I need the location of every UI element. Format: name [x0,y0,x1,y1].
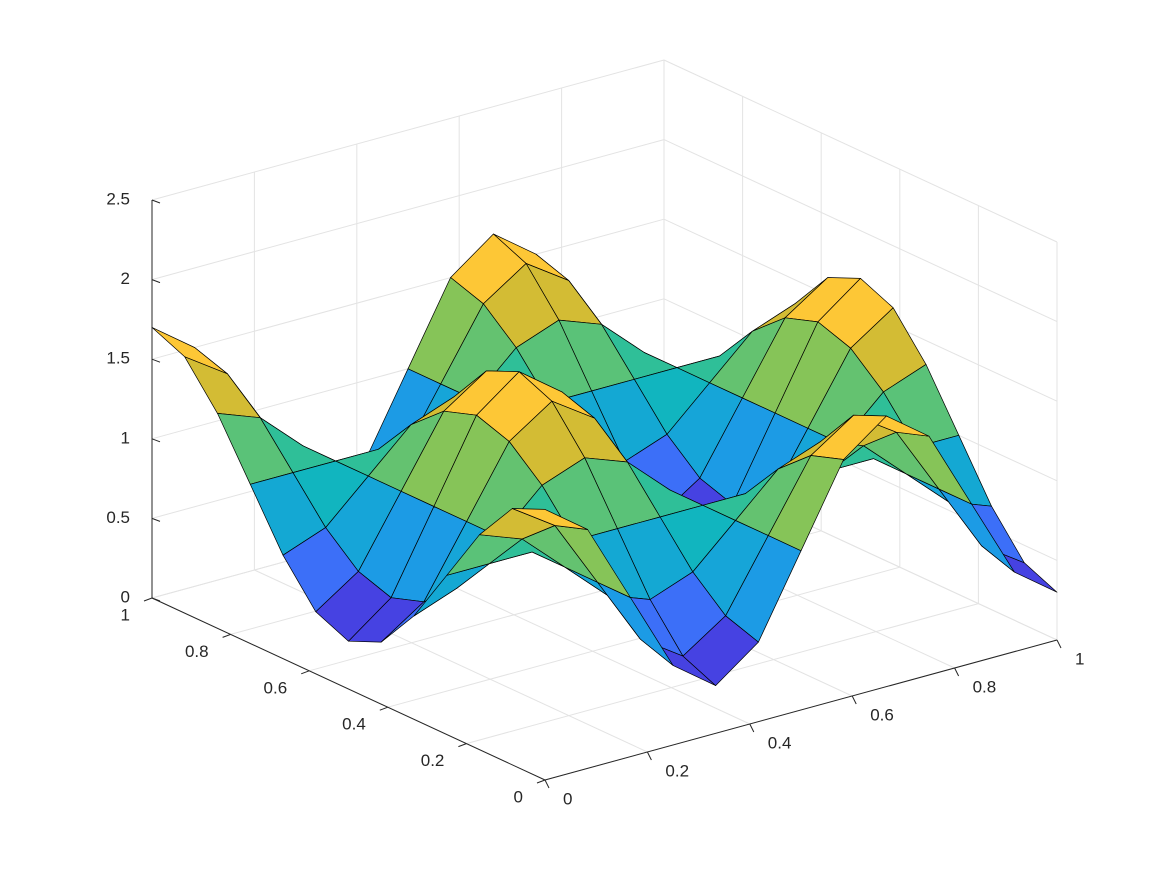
x-axis [544,639,1058,781]
x-tick [749,723,755,733]
x-tick-label: 0.8 [973,677,997,696]
y-tick-label: 0.4 [342,715,366,734]
surface-patch [184,356,261,419]
y-tick [458,743,467,748]
y-tick [536,779,546,784]
y-tick-label: 0 [514,787,523,806]
x-tick-label: 0 [563,789,572,808]
x-tick [851,695,857,705]
z-tick-label: 0.5 [106,508,130,527]
z-tick-label: 1 [121,428,130,447]
y-tick [379,706,388,711]
y-axis [151,597,546,781]
x-tick-label: 0.2 [665,761,689,780]
z-tick-label: 1.5 [106,349,130,368]
z-tick-label: 0 [121,587,130,606]
y-tick [301,670,310,675]
grid-line [663,139,1058,323]
y-tick-label: 0.2 [421,751,445,770]
y-tick [222,633,231,638]
z-tick [151,438,161,443]
z-tick [151,358,161,363]
z-tick [151,517,161,522]
z-tick [151,597,161,602]
y-tick [143,597,153,602]
y-tick-label: 1 [121,605,130,624]
surface [151,233,1058,686]
x-tick [646,751,652,761]
x-tick-label: 0.4 [768,733,792,752]
x-tick-label: 0.6 [870,705,894,724]
grid-line [663,59,1058,243]
x-tick [954,667,960,677]
x-tick [1056,639,1062,649]
grid-line [151,218,665,360]
y-tick-label: 0.8 [185,642,209,661]
x-tick-label: 1 [1075,649,1084,668]
x-tick [544,779,550,789]
z-tick [151,279,161,284]
z-tick-label: 2.5 [106,189,130,208]
z-tick-label: 2 [121,269,130,288]
surface-patch [511,508,588,530]
y-tick-label: 0.6 [264,678,288,697]
surface-patch [151,327,228,375]
grid-line [151,139,665,281]
grid-line [151,59,665,201]
z-tick [151,199,161,204]
